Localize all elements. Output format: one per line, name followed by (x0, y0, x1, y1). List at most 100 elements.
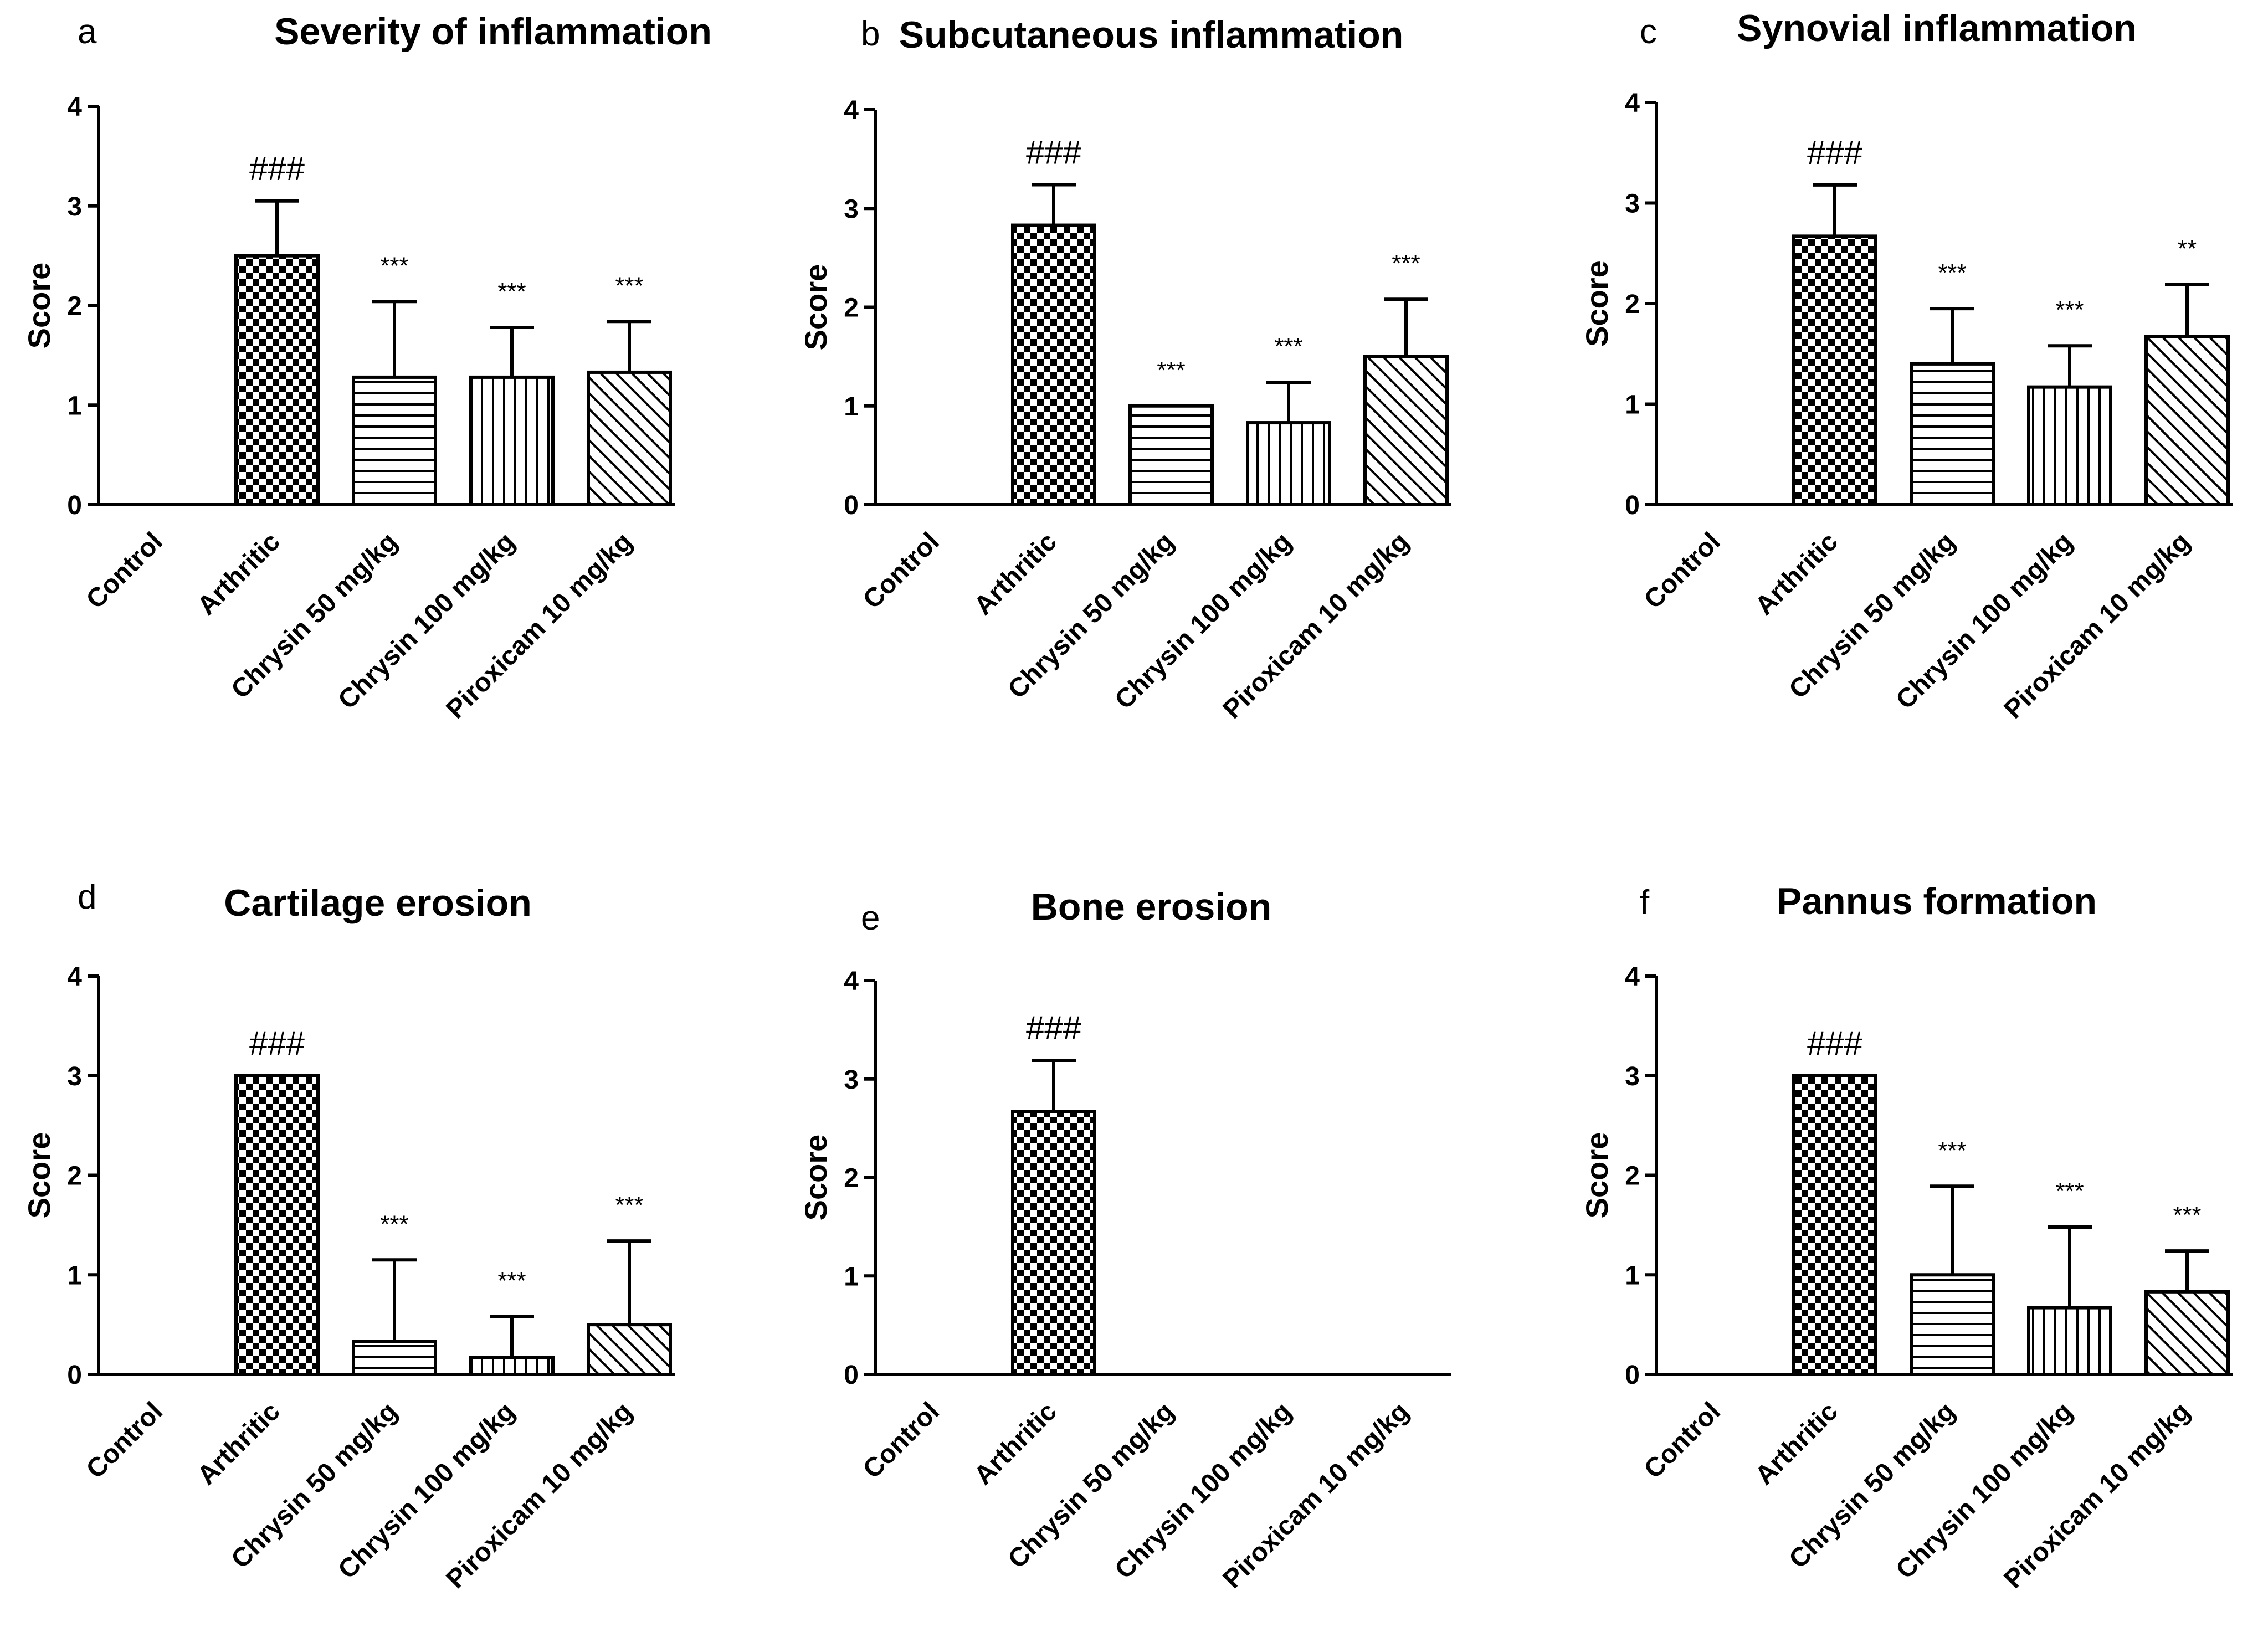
y-tick-label: 2 (1625, 290, 1640, 319)
bar-5 (2144, 1290, 2230, 1377)
chart-panel-e: e Bone erosion 0 1 2 3 4 Score Control ### Arthrit… (798, 886, 1451, 1594)
bar-2 (1792, 1074, 1877, 1376)
significance-label-3: *** (380, 252, 408, 279)
y-axis-label: Score (22, 263, 57, 349)
chart-title: Pannus formation (1777, 880, 2097, 922)
chart-title: Subcutaneous inflammation (899, 14, 1404, 56)
significance-label-5: ** (2178, 235, 2197, 263)
y-tick-label: 0 (67, 491, 82, 520)
bar-4 (469, 1356, 555, 1376)
bar-3 (352, 375, 437, 506)
chart-panel-a: a Severity of inflammation 0 1 2 3 4 Score Contr… (22, 11, 712, 725)
x-tick-label-1: Control (1639, 527, 1726, 614)
chart-panel-f: f Pannus formation 0 1 2 3 4 Score Control ### Art… (1579, 880, 2233, 1594)
x-tick-label-1: Control (858, 1397, 945, 1484)
y-tick-label: 3 (67, 1062, 82, 1091)
panel-letter: d (78, 878, 96, 916)
significance-label-5: *** (615, 1192, 643, 1219)
bar-2 (1011, 1110, 1096, 1376)
significance-label-5: *** (615, 272, 643, 299)
significance-label-5: *** (2173, 1202, 2201, 1229)
y-axis-label: Score (798, 264, 833, 351)
significance-label-2: ### (1807, 134, 1863, 171)
x-tick-label-2: Arthritic (192, 527, 285, 620)
panel-letter: a (78, 13, 97, 51)
y-axis-label: Score (798, 1135, 833, 1221)
y-tick-label: 4 (844, 96, 859, 125)
bar-2 (234, 254, 320, 506)
y-tick-label: 1 (844, 392, 859, 422)
bar-3 (1128, 404, 1214, 506)
y-tick-label: 1 (1625, 1261, 1640, 1290)
x-tick-label-1: Control (858, 527, 945, 614)
y-tick-label: 4 (844, 967, 859, 996)
significance-label-2: ### (1026, 1009, 1082, 1046)
y-axis-label: Score (22, 1132, 57, 1219)
panels-container: a Severity of inflammation 0 1 2 3 4 Score Contr… (22, 7, 2233, 1594)
y-tick-label: 0 (1625, 491, 1640, 520)
y-tick-label: 0 (67, 1361, 82, 1390)
y-axis-label: Score (1579, 1132, 1614, 1219)
bar-3 (1910, 1273, 1995, 1376)
x-tick-label-1: Control (81, 1397, 168, 1484)
significance-label-4: *** (1274, 333, 1302, 360)
significance-label-2: ### (249, 150, 305, 187)
significance-label-3: *** (1157, 357, 1185, 384)
bar-4 (1246, 421, 1331, 506)
bar-3 (352, 1340, 437, 1377)
panel-letter: e (861, 899, 880, 937)
x-tick-label-2: Arthritic (1749, 527, 1843, 620)
bar-2 (1011, 223, 1096, 506)
chart-title: Cartilage erosion (224, 882, 532, 924)
y-tick-label: 1 (67, 1261, 82, 1290)
chart-panel-b: b Subcutaneous inflammation 0 1 2 3 4 Score Cont… (798, 14, 1451, 725)
y-tick-label: 2 (844, 1164, 859, 1193)
y-tick-label: 4 (1625, 962, 1640, 992)
y-tick-label: 0 (844, 491, 859, 520)
significance-label-2: ### (249, 1025, 305, 1062)
significance-label-3: *** (1938, 259, 1966, 286)
x-tick-label-2: Arthritic (1749, 1397, 1843, 1490)
significance-label-4: *** (497, 1267, 526, 1295)
panel-letter: b (861, 15, 880, 53)
chart-panel-c: c Synovial inflammation 0 1 2 3 4 Score Control #… (1579, 7, 2233, 725)
y-tick-label: 3 (1625, 1062, 1640, 1091)
bar-5 (1363, 355, 1449, 506)
chart-title: Severity of inflammation (274, 11, 712, 53)
y-tick-label: 2 (844, 294, 859, 323)
y-tick-label: 2 (1625, 1162, 1640, 1191)
y-tick-label: 3 (67, 192, 82, 222)
y-tick-label: 1 (67, 391, 82, 420)
y-tick-label: 0 (1625, 1361, 1640, 1390)
x-tick-label-2: Arthritic (968, 1397, 1062, 1490)
y-tick-label: 2 (67, 1162, 82, 1191)
bar-4 (2027, 1306, 2112, 1376)
panel-letter: f (1640, 884, 1650, 922)
chart-title: Synovial inflammation (1737, 7, 2137, 49)
significance-label-4: *** (2055, 296, 2084, 324)
y-tick-label: 3 (844, 194, 859, 224)
significance-label-3: *** (380, 1210, 408, 1238)
x-tick-label-1: Control (1639, 1397, 1726, 1484)
bar-4 (469, 375, 555, 506)
x-tick-label-2: Arthritic (192, 1397, 285, 1490)
bar-5 (587, 370, 672, 506)
bar-3 (1910, 362, 1995, 507)
bar-2 (234, 1074, 320, 1376)
y-axis-label: Score (1579, 260, 1614, 347)
x-tick-label-2: Arthritic (968, 527, 1062, 620)
y-tick-label: 1 (844, 1262, 859, 1291)
significance-label-2: ### (1807, 1025, 1863, 1062)
y-tick-label: 0 (844, 1361, 859, 1390)
bar-5 (587, 1323, 672, 1376)
significance-label-3: *** (1938, 1137, 1966, 1164)
y-tick-label: 4 (67, 962, 82, 992)
significance-label-2: ### (1026, 134, 1082, 171)
bar-5 (2144, 335, 2230, 507)
significance-label-4: *** (497, 278, 526, 305)
significance-label-4: *** (2055, 1178, 2084, 1205)
chart-panel-d: d Cartilage erosion 0 1 2 3 4 Score Control ### Ar… (22, 878, 675, 1594)
y-tick-label: 4 (67, 93, 82, 122)
significance-label-5: *** (1392, 250, 1420, 277)
